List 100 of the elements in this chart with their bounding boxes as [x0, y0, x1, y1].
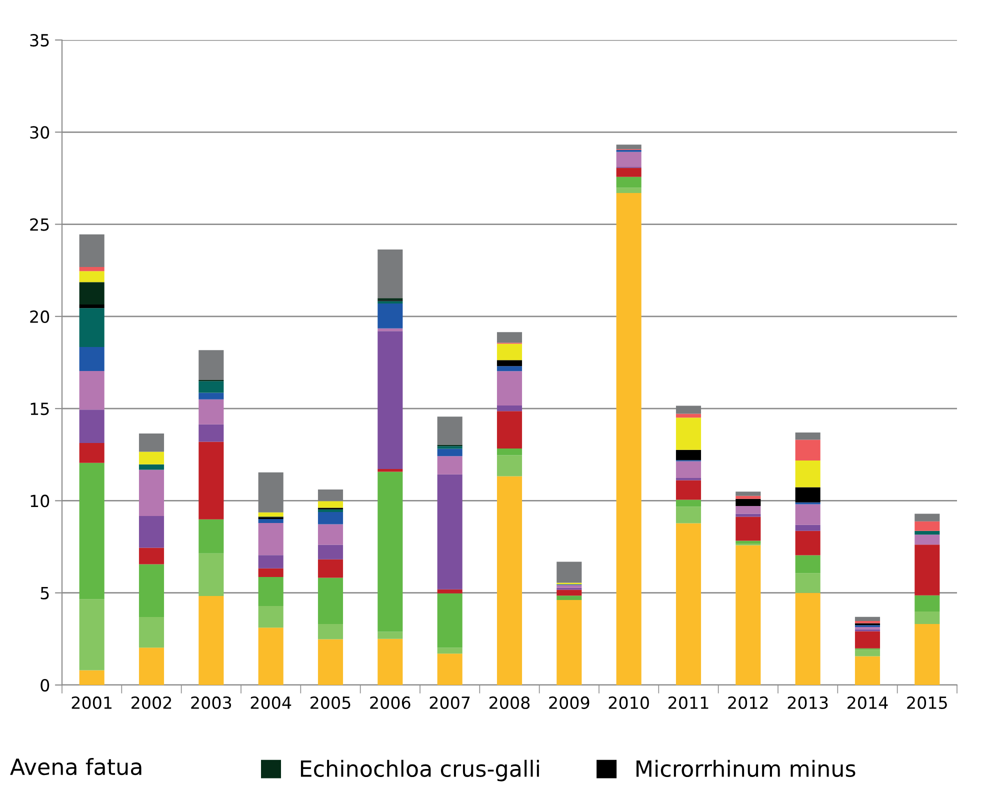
y-tick-label: 10 [30, 494, 50, 508]
bar [736, 545, 761, 685]
bar [437, 474, 462, 590]
bar [79, 347, 104, 371]
bar [437, 648, 462, 654]
y-tick-label: 25 [30, 218, 49, 231]
bar [318, 489, 344, 502]
bar [378, 328, 403, 332]
bar [198, 553, 224, 596]
bar [437, 456, 462, 474]
bar [496, 411, 522, 449]
bar [736, 498, 761, 506]
bar [914, 544, 940, 596]
bar [198, 424, 224, 442]
bar [79, 370, 104, 410]
bar [676, 418, 702, 450]
bar [854, 656, 880, 685]
bar [378, 304, 403, 328]
bar [138, 452, 164, 464]
bar [616, 168, 642, 177]
bar [616, 144, 642, 150]
bar [496, 405, 522, 412]
x-tick-label: 2004 [250, 696, 292, 710]
bar [79, 410, 104, 444]
bar [496, 455, 522, 476]
bar [318, 501, 344, 508]
x-tick-label: 2007 [430, 696, 470, 710]
x-tick-label: 2009 [549, 696, 590, 710]
bar [138, 564, 164, 617]
bar [138, 648, 164, 685]
bar [914, 611, 940, 624]
bar [854, 616, 880, 622]
x-tick-label: 2014 [848, 696, 888, 710]
x-tick-label: 2001 [72, 696, 112, 710]
bar [318, 624, 344, 640]
x-tick-label: 2006 [370, 696, 410, 710]
bar [795, 530, 820, 556]
x-tick-label: 2003 [191, 696, 232, 710]
x-tick-label: 2008 [490, 696, 530, 710]
x-tick-label: 2012 [728, 696, 768, 710]
y-tick-label: 30 [30, 126, 50, 139]
bar [258, 606, 284, 628]
bar [496, 344, 522, 360]
bar [556, 600, 582, 685]
x-tick-label: 2013 [788, 696, 828, 710]
bar [79, 271, 104, 282]
bar [318, 524, 344, 545]
bar [914, 595, 940, 612]
bar [79, 599, 104, 670]
bar [318, 512, 344, 524]
x-tick-label: 2002 [132, 696, 172, 710]
bar [79, 670, 104, 685]
bar [79, 282, 104, 304]
bar [258, 577, 284, 606]
bar [736, 496, 761, 499]
bar [676, 500, 702, 507]
bar [795, 592, 820, 685]
bar [198, 399, 224, 424]
bar [318, 559, 344, 578]
bar [138, 464, 164, 470]
bar [496, 366, 522, 372]
bar [138, 516, 164, 548]
bar [854, 631, 880, 648]
bar [736, 516, 761, 541]
bar [854, 650, 880, 656]
bar [616, 188, 642, 193]
y-tick-label: 35 [30, 34, 49, 47]
bar [616, 192, 642, 685]
bar [736, 540, 761, 544]
bar [437, 448, 462, 456]
legend-label: Microrrhinum minus [636, 760, 856, 778]
bar [795, 460, 820, 488]
bar [198, 350, 224, 380]
bar [795, 524, 820, 531]
bar [914, 534, 940, 545]
bar [676, 480, 702, 500]
bar [437, 446, 462, 449]
text: Avena fatua [10, 758, 142, 776]
bar [198, 519, 224, 554]
y-tick-label: 5 [40, 587, 49, 600]
bar [914, 514, 940, 522]
bar [318, 578, 344, 624]
bar [258, 568, 284, 578]
x-tick-label: 2011 [668, 696, 708, 710]
bar [138, 433, 164, 452]
bar [198, 442, 224, 520]
bar [795, 487, 820, 502]
bar [556, 585, 582, 588]
y-tick-label: 20 [30, 310, 50, 323]
y-tick-label: 0 [40, 678, 50, 692]
bar [198, 596, 224, 685]
bar [258, 512, 284, 517]
bar [79, 267, 104, 272]
bar [795, 573, 820, 593]
bar [79, 462, 104, 600]
bar [258, 555, 284, 568]
legend-label: Echinochloa crus-galli [300, 760, 539, 782]
bar [496, 476, 522, 685]
bar [138, 470, 164, 516]
bar [79, 304, 104, 308]
